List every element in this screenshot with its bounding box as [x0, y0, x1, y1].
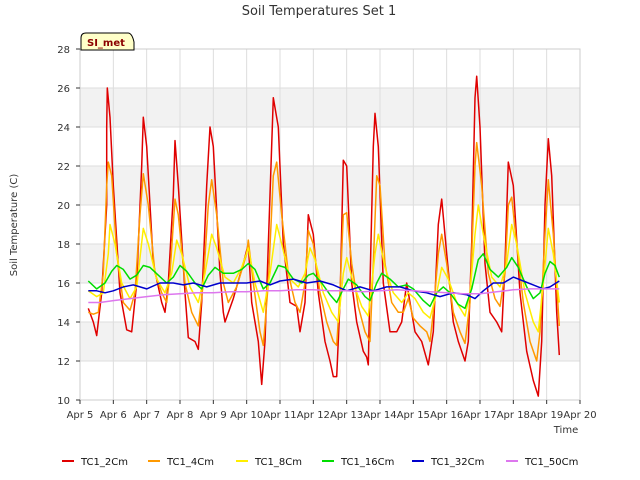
y-tick-label: 20 [57, 201, 70, 212]
x-tick-label: Apr 6 [100, 410, 127, 421]
station-badge-label: SI_met [87, 38, 125, 49]
plot-band [80, 49, 580, 88]
x-tick-label: Apr 17 [463, 410, 496, 421]
x-tick-label: Apr 7 [133, 410, 160, 421]
plot-bands [80, 49, 580, 400]
plot-band [80, 322, 580, 361]
x-tick-label: Apr 16 [430, 410, 463, 421]
plot-band [80, 127, 580, 166]
plot-band [80, 283, 580, 322]
legend-item-tc1_32cm: TC1_32Cm [412, 457, 484, 468]
x-tick-label: Apr 9 [200, 410, 227, 421]
x-axis-ticks: Apr 5 Apr 6 Apr 7 Apr 8 Apr 9 Apr 10 Apr 11 Apr… [67, 400, 597, 421]
x-tick-label: Apr 20 [563, 410, 596, 421]
series-line-tc1_50cm [88, 288, 560, 304]
grid-lines [79, 48, 581, 401]
plot-band [80, 88, 580, 127]
series-line-tc1_4cm [88, 141, 561, 362]
series-line-tc1_32cm [88, 276, 560, 300]
legend-item-tc1_50cm: TC1_50Cm [506, 457, 578, 468]
x-tick-label: Apr 12 [297, 410, 330, 421]
y-axis-label: Soil Temperature (C) [9, 174, 20, 277]
x-tick-label: Apr 15 [397, 410, 430, 421]
x-tick-label: Apr 11 [263, 410, 296, 421]
legend: TC1_2Cm TC1_4Cm TC1_8Cm TC1_16Cm TC1_32Cm TC1… [62, 457, 578, 468]
legend-label: TC1_4Cm [166, 457, 214, 468]
y-tick-label: 22 [57, 162, 70, 173]
legend-item-tc1_8cm: TC1_8Cm [236, 457, 302, 468]
legend-item-tc1_2cm: TC1_2Cm [62, 457, 128, 468]
chart-title: Soil Temperatures Set 1 [242, 4, 397, 19]
x-tick-label: Apr 18 [497, 410, 530, 421]
x-axis-label: Time [553, 425, 578, 436]
series-line-tc1_16cm [87, 253, 561, 310]
x-tick-label: Apr 8 [167, 410, 194, 421]
series-line-tc1_2cm [87, 75, 561, 397]
x-tick-label: Apr 19 [530, 410, 563, 421]
plot-band [80, 205, 580, 244]
legend-label: TC1_50Cm [524, 457, 578, 468]
y-tick-label: 18 [57, 240, 70, 251]
y-tick-label: 26 [57, 84, 70, 95]
legend-label: TC1_32Cm [430, 457, 484, 468]
series-line-tc1_8cm [87, 204, 561, 333]
plot-frame [79, 48, 581, 401]
y-tick-label: 28 [57, 45, 70, 56]
y-tick-label: 16 [57, 279, 70, 290]
station-badge: SI_met [80, 32, 135, 51]
y-tick-label: 10 [57, 396, 70, 407]
y-axis-ticks: 10 12 14 16 18 20 22 24 26 28 [57, 45, 80, 407]
series-lines [87, 75, 561, 397]
legend-item-tc1_4cm: TC1_4Cm [148, 457, 214, 468]
plot-band [80, 166, 580, 205]
legend-label: TC1_2Cm [80, 457, 128, 468]
y-tick-label: 24 [57, 123, 70, 134]
y-tick-label: 14 [57, 318, 70, 329]
legend-label: TC1_8Cm [254, 457, 302, 468]
x-tick-label: Apr 10 [230, 410, 263, 421]
legend-item-tc1_16cm: TC1_16Cm [322, 457, 394, 468]
plot-band [80, 361, 580, 400]
station-badge-shape [80, 32, 135, 51]
legend-label: TC1_16Cm [340, 457, 394, 468]
x-tick-label: Apr 5 [67, 410, 94, 421]
x-tick-label: Apr 13 [330, 410, 363, 421]
y-tick-label: 12 [57, 357, 70, 368]
x-tick-label: Apr 14 [363, 410, 396, 421]
